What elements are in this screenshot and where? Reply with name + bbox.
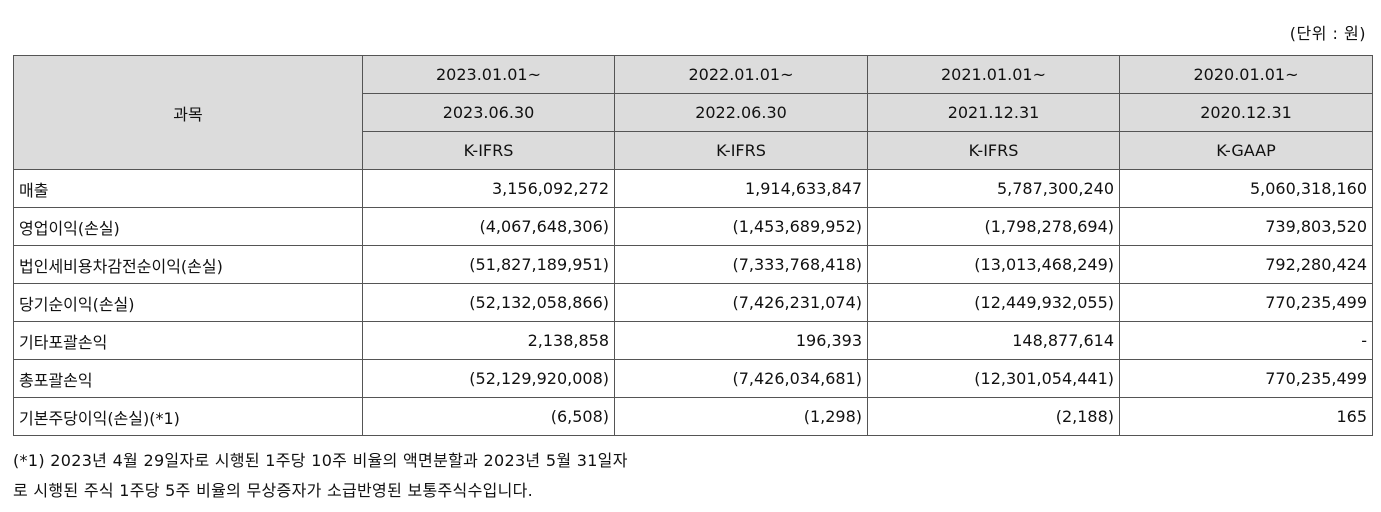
period-end-2022: 2022.06.30 <box>614 93 868 132</box>
cell-value: 5,787,300,240 <box>867 169 1120 208</box>
header-row-period-start: 과목 2023.01.01~ 2022.01.01~ 2021.01.01~ 2… <box>13 55 1373 170</box>
subject-header: 과목 <box>13 55 363 170</box>
cell-value: (7,333,768,418) <box>614 245 868 284</box>
row-label: 총포괄손익 <box>13 359 363 398</box>
row-label: 영업이익(손실) <box>13 207 363 246</box>
footnote: (*1) 2023년 4월 29일자로 시행된 1주당 10주 비율의 액면분할… <box>13 446 628 506</box>
financial-summary-table: 과목 2023.01.01~ 2022.01.01~ 2021.01.01~ 2… <box>13 55 1373 436</box>
cell-value: 3,156,092,272 <box>362 169 615 208</box>
standard-2023: K-IFRS <box>362 131 615 170</box>
cell-value: (13,013,468,249) <box>867 245 1120 284</box>
standard-2022: K-IFRS <box>614 131 868 170</box>
period-end-2023: 2023.06.30 <box>362 93 615 132</box>
header-row-period-end: 2023.06.30 2022.06.30 2021.12.31 2020.12… <box>14 93 1373 132</box>
header-row-standard: K-IFRS K-IFRS K-IFRS K-GAAP <box>14 131 1373 170</box>
period-start-2020: 2020.01.01~ <box>1119 55 1373 94</box>
row-label: 법인세비용차감전순이익(손실) <box>13 245 363 284</box>
table-row: 영업이익(손실) (4,067,648,306) (1,453,689,952)… <box>13 207 1373 246</box>
table-row: 기타포괄손익 2,138,858 196,393 148,877,614 - <box>13 321 1373 360</box>
footnote-line: 로 시행된 주식 1주당 5주 비율의 무상증자가 소급반영된 보통주식수입니다… <box>13 481 534 500</box>
cell-value: 739,803,520 <box>1119 207 1373 246</box>
table-row: 매출 3,156,092,272 1,914,633,847 5,787,300… <box>13 169 1373 208</box>
cell-value: (51,827,189,951) <box>362 245 615 284</box>
row-label: 매출 <box>13 169 363 208</box>
footnote-line: (*1) 2023년 4월 29일자로 시행된 1주당 10주 비율의 액면분할… <box>13 451 628 470</box>
table-row: 법인세비용차감전순이익(손실) (51,827,189,951) (7,333,… <box>13 245 1373 284</box>
standard-2021: K-IFRS <box>867 131 1120 170</box>
cell-value: 5,060,318,160 <box>1119 169 1373 208</box>
cell-value: (7,426,231,074) <box>614 283 868 322</box>
period-start-2022: 2022.01.01~ <box>614 55 868 94</box>
cell-value: 148,877,614 <box>867 321 1120 360</box>
cell-value: 165 <box>1119 397 1373 436</box>
cell-value: (1,298) <box>614 397 868 436</box>
cell-value: 792,280,424 <box>1119 245 1373 284</box>
period-start-2021: 2021.01.01~ <box>867 55 1120 94</box>
cell-value: (12,449,932,055) <box>867 283 1120 322</box>
table-row: 총포괄손익 (52,129,920,008) (7,426,034,681) (… <box>13 359 1373 398</box>
row-label: 기타포괄손익 <box>13 321 363 360</box>
cell-value: (52,129,920,008) <box>362 359 615 398</box>
cell-value: (12,301,054,441) <box>867 359 1120 398</box>
period-start-2023: 2023.01.01~ <box>362 55 615 94</box>
cell-value: 770,235,499 <box>1119 283 1373 322</box>
row-label: 기본주당이익(손실)(*1) <box>13 397 363 436</box>
table-row: 기본주당이익(손실)(*1) (6,508) (1,298) (2,188) 1… <box>13 397 1373 436</box>
unit-label: (단위 : 원) <box>1289 24 1366 43</box>
row-label: 당기순이익(손실) <box>13 283 363 322</box>
cell-value: - <box>1119 321 1373 360</box>
period-end-2020: 2020.12.31 <box>1119 93 1373 132</box>
cell-value: (1,453,689,952) <box>614 207 868 246</box>
cell-value: (52,132,058,866) <box>362 283 615 322</box>
cell-value: 196,393 <box>614 321 868 360</box>
cell-value: 770,235,499 <box>1119 359 1373 398</box>
cell-value: 2,138,858 <box>362 321 615 360</box>
cell-value: (2,188) <box>867 397 1120 436</box>
table-row: 당기순이익(손실) (52,132,058,866) (7,426,231,07… <box>13 283 1373 322</box>
period-end-2021: 2021.12.31 <box>867 93 1120 132</box>
cell-value: (4,067,648,306) <box>362 207 615 246</box>
standard-2020: K-GAAP <box>1119 131 1373 170</box>
cell-value: (1,798,278,694) <box>867 207 1120 246</box>
cell-value: 1,914,633,847 <box>614 169 868 208</box>
cell-value: (6,508) <box>362 397 615 436</box>
cell-value: (7,426,034,681) <box>614 359 868 398</box>
